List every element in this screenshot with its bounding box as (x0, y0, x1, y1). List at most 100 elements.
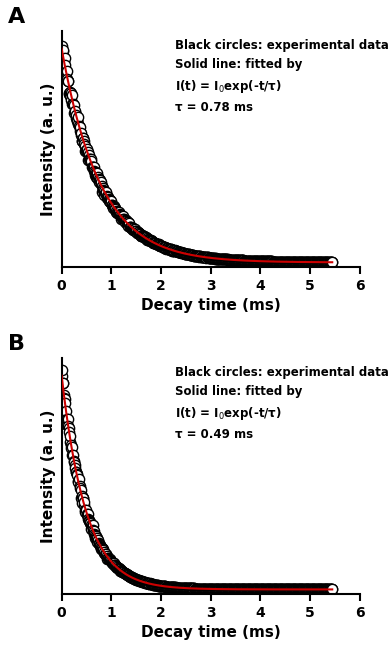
Point (122, 568, 128, 578)
Point (107, 554, 113, 565)
Point (108, 199, 114, 210)
Point (197, 251, 203, 261)
Point (248, 256, 254, 266)
Point (266, 584, 272, 595)
Point (83, 146, 90, 157)
Point (142, 577, 148, 587)
Point (211, 253, 217, 263)
Point (159, 581, 165, 591)
Point (180, 583, 186, 593)
Point (111, 558, 117, 569)
Point (94, 173, 101, 183)
X-axis label: Decay time (ms): Decay time (ms) (141, 625, 280, 640)
Point (63, 406, 69, 416)
Point (209, 584, 215, 594)
Point (82, 146, 89, 157)
Point (154, 580, 161, 591)
Point (105, 193, 111, 203)
Point (145, 235, 152, 245)
Point (227, 584, 233, 595)
Point (189, 583, 196, 593)
Point (228, 254, 234, 265)
Point (81, 137, 87, 147)
Point (71, 460, 78, 470)
Point (241, 584, 247, 595)
Point (217, 254, 223, 264)
Point (228, 254, 234, 265)
Point (277, 256, 283, 267)
Point (203, 584, 209, 594)
Point (201, 252, 207, 263)
Point (136, 575, 142, 586)
Point (71, 456, 77, 466)
Point (135, 226, 141, 237)
Point (205, 252, 212, 263)
Point (94, 536, 101, 547)
Point (101, 548, 107, 558)
Point (92, 530, 98, 540)
Point (279, 584, 285, 595)
Point (329, 584, 336, 595)
Point (123, 569, 129, 579)
Point (312, 584, 318, 595)
Point (249, 584, 255, 595)
Point (107, 555, 114, 565)
Point (274, 584, 281, 595)
Point (310, 257, 316, 267)
Point (276, 584, 283, 595)
Point (267, 584, 273, 595)
Point (272, 584, 278, 595)
Point (290, 584, 296, 595)
Point (139, 230, 145, 240)
Point (133, 226, 139, 236)
Point (133, 575, 140, 585)
Point (173, 582, 179, 593)
Point (223, 254, 229, 265)
Point (225, 584, 231, 595)
Point (102, 188, 109, 198)
Point (290, 584, 297, 595)
Point (114, 206, 120, 217)
Point (300, 257, 307, 267)
Point (65, 76, 71, 86)
Point (319, 584, 325, 595)
Point (178, 583, 185, 593)
Point (238, 584, 244, 595)
Point (75, 119, 81, 129)
Point (299, 257, 305, 267)
Point (78, 492, 84, 503)
Point (261, 256, 268, 267)
Point (71, 108, 77, 118)
Point (324, 584, 330, 595)
Point (261, 584, 268, 595)
Point (73, 467, 80, 477)
Point (227, 254, 233, 265)
Point (301, 257, 308, 267)
Point (120, 567, 127, 578)
Point (270, 256, 276, 267)
Point (269, 584, 276, 595)
Point (212, 253, 219, 263)
Point (176, 582, 182, 593)
Point (73, 467, 79, 477)
Point (228, 584, 234, 595)
Point (232, 255, 239, 265)
Point (266, 584, 272, 595)
Point (160, 242, 167, 252)
Point (232, 255, 238, 265)
Point (224, 254, 230, 265)
Point (249, 256, 256, 266)
Point (273, 256, 279, 267)
Point (306, 257, 312, 267)
Point (256, 584, 263, 595)
Point (206, 252, 212, 263)
Point (85, 514, 92, 525)
Point (175, 582, 181, 593)
Point (100, 183, 106, 193)
Point (112, 204, 118, 214)
Point (317, 584, 323, 595)
Point (132, 224, 138, 234)
Point (126, 219, 132, 230)
Point (283, 257, 290, 267)
Point (172, 582, 178, 593)
